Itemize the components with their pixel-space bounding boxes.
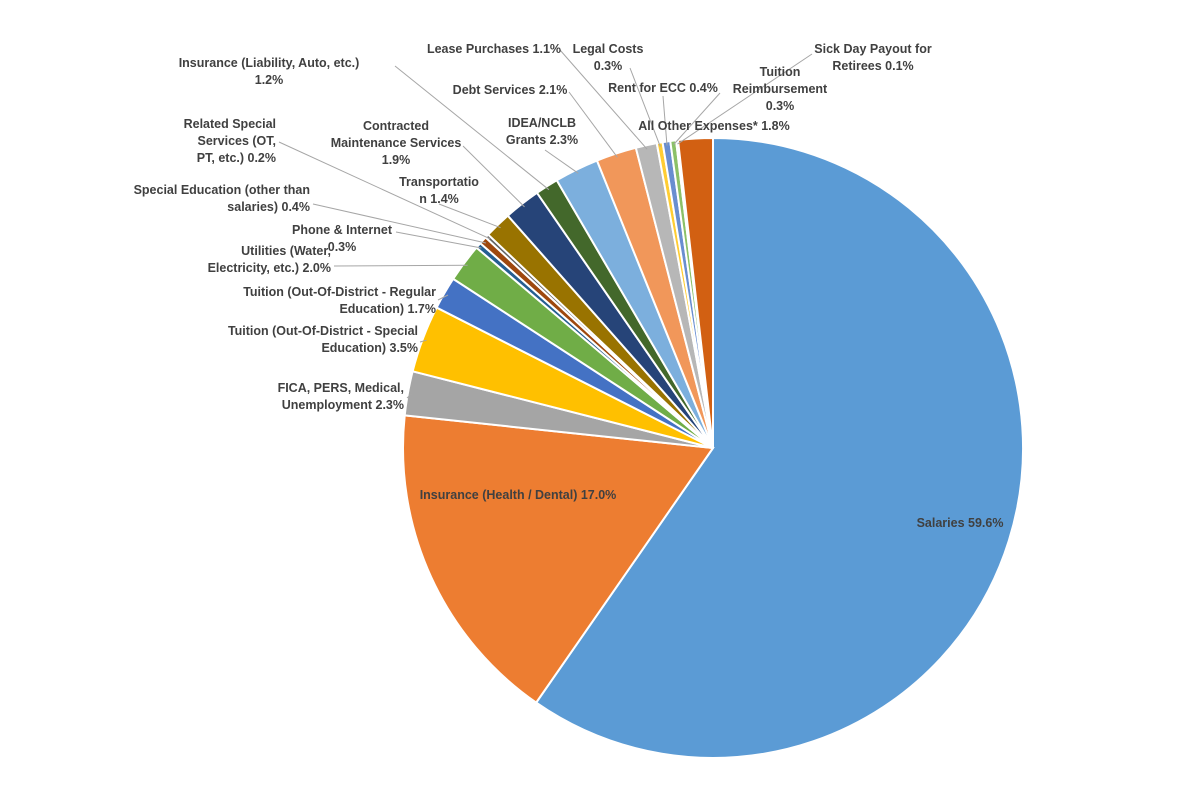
slice-label-18: Tuition Reimbursement 0.3% bbox=[733, 65, 828, 113]
slices-layer bbox=[402, 136, 1024, 759]
leader-line-9 bbox=[278, 141, 491, 240]
slice-label-4: Tuition (Out-Of-District - Special Educat… bbox=[228, 324, 418, 355]
slice-label-10: Transportatio n 1.4% bbox=[399, 175, 479, 206]
leader-line-7 bbox=[395, 231, 482, 249]
slice-label-11: Contracted Maintenance Services 1.9% bbox=[331, 119, 462, 167]
slice-label-17: Rent for ECC 0.4% bbox=[608, 81, 718, 95]
leader-line-3 bbox=[406, 393, 413, 399]
leader-line-5 bbox=[437, 294, 449, 301]
slice-label-12: Insurance (Liability, Auto, etc.) 1.2% bbox=[179, 56, 360, 87]
slice-label-1: Salaries 59.6% bbox=[917, 516, 1004, 530]
slice-label-20: All Other Expenses* 1.8% bbox=[638, 119, 789, 133]
leader-line-17 bbox=[662, 95, 668, 146]
leader-line-4 bbox=[419, 339, 427, 343]
slice-label-13: IDEA/NCLB Grants 2.3% bbox=[506, 116, 578, 147]
slice-label-16: Legal Costs 0.3% bbox=[573, 42, 644, 73]
leader-line-13 bbox=[544, 149, 579, 174]
leader-line-14 bbox=[568, 91, 618, 158]
leader-line-12 bbox=[394, 65, 550, 191]
pie-slice-2 bbox=[402, 414, 715, 705]
leader-lines-layer bbox=[278, 49, 813, 399]
slice-label-15: Lease Purchases 1.1% bbox=[427, 42, 561, 56]
leader-line-16 bbox=[629, 67, 661, 147]
slice-label-6: Utilities (Water, Electricity, etc.) 2.0% bbox=[208, 244, 331, 275]
slice-label-5: Tuition (Out-Of-District - Regular Educat… bbox=[243, 285, 436, 316]
leader-line-18 bbox=[673, 92, 721, 145]
slice-label-14: Debt Services 2.1% bbox=[453, 83, 568, 97]
slice-label-8: Special Education (other than salaries) 0… bbox=[134, 183, 310, 214]
pie-slice-1 bbox=[534, 136, 1024, 759]
labels-layer: Salaries 59.6% Insurance (Health / Dental… bbox=[134, 42, 1004, 530]
leader-line-15 bbox=[559, 49, 648, 150]
slice-label-7: Phone & Internet 0.3% bbox=[292, 223, 393, 254]
leader-line-6 bbox=[333, 264, 468, 267]
leader-line-10 bbox=[438, 203, 501, 229]
slice-label-9: Related Special Services (OT, PT, etc.) 0.… bbox=[184, 117, 276, 165]
slice-label-3: FICA, PERS, Medical, Unemployment 2.3% bbox=[278, 381, 404, 412]
slice-label-2: Insurance (Health / Dental) 17.0% bbox=[420, 488, 617, 502]
leader-line-8 bbox=[312, 203, 487, 244]
leader-line-19 bbox=[677, 53, 813, 145]
slice-label-19: Sick Day Payout for Retirees 0.1% bbox=[814, 42, 932, 73]
leader-line-11 bbox=[462, 145, 525, 208]
